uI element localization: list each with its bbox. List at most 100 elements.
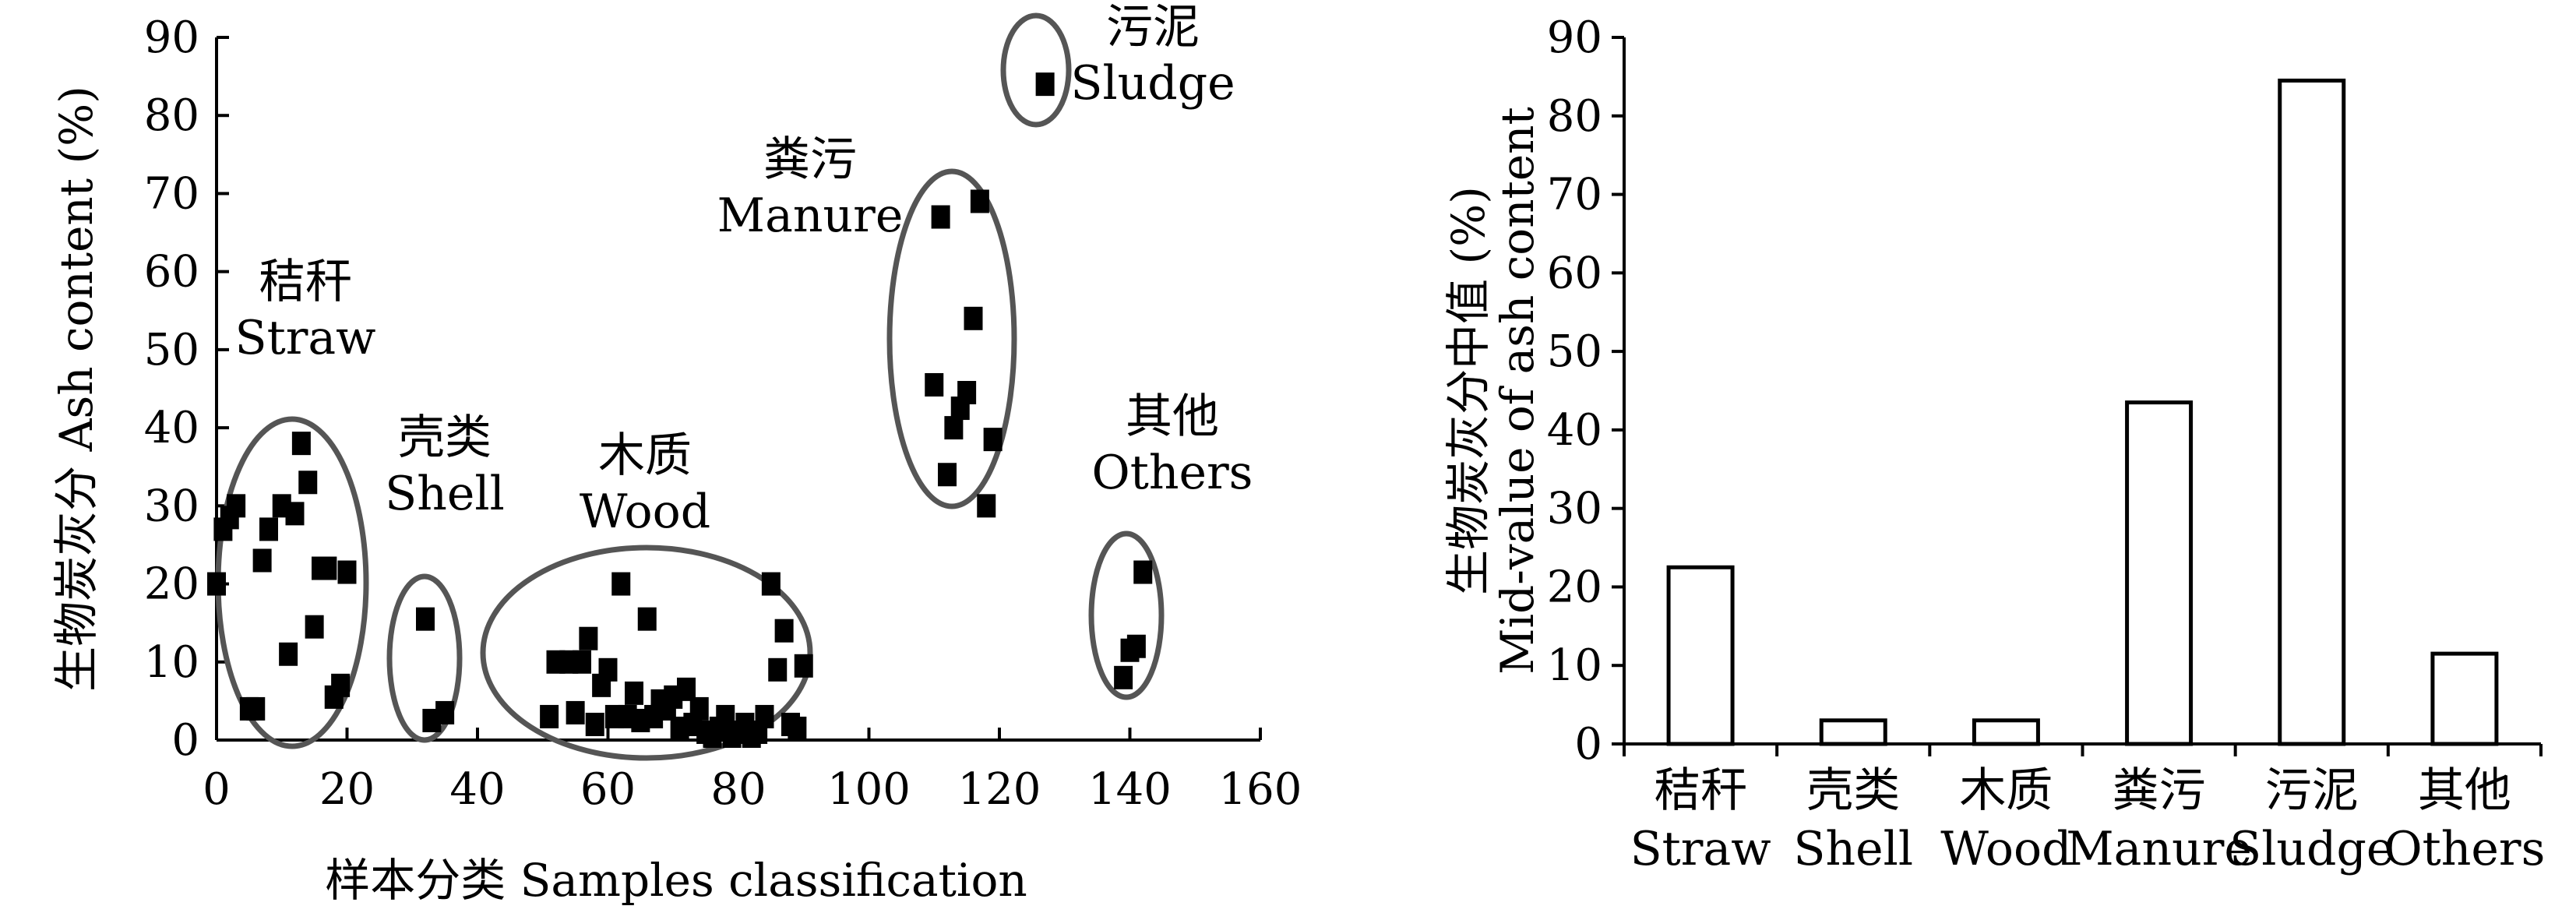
data-point-others [1126, 634, 1146, 658]
scatter-y-tick-label: 70 [144, 168, 199, 219]
group-ellipse-shell [386, 573, 463, 743]
bar-category-label-en-sludge: Sludge [2229, 822, 2394, 876]
data-point-straw [207, 572, 226, 596]
bar-wood [1972, 718, 2040, 746]
data-point-wood [579, 626, 598, 650]
scatter-y-tick-label: 60 [144, 247, 199, 298]
group-ellipse-others [1088, 530, 1165, 700]
bar-y-tick-label: 50 [1547, 326, 1602, 377]
data-point-wood [625, 681, 643, 705]
data-point-wood [566, 700, 585, 724]
group-label-cn-wood: 木质 [598, 428, 692, 483]
scatter-y-tick-label: 80 [144, 90, 199, 141]
bar-y-tick-label: 80 [1547, 91, 1602, 142]
bar-y-tick-label: 70 [1547, 170, 1602, 220]
bar-category-label-en-straw: Straw [1630, 822, 1771, 876]
bar-y-tick-label: 20 [1547, 562, 1602, 612]
data-point-wood [677, 677, 696, 701]
data-point-manure [944, 416, 964, 440]
data-point-wood [637, 607, 657, 631]
data-point-manure [983, 428, 1003, 452]
data-point-wood [761, 572, 781, 596]
data-point-wood [598, 657, 618, 682]
bar-category-label-cn-others: 其他 [2418, 763, 2511, 818]
data-point-wood [689, 696, 709, 721]
data-point-straw [252, 548, 272, 573]
data-point-wood [540, 704, 559, 728]
bar-category-label-en-manure: Manure [2066, 822, 2252, 876]
data-point-wood [788, 716, 807, 740]
bar-category-label-cn-shell: 壳类 [1806, 763, 1900, 818]
bar-sludge [2278, 78, 2346, 746]
bar-y-tick-label: 0 [1574, 719, 1602, 770]
data-point-manure [931, 205, 950, 229]
scatter-y-tick-label: 20 [144, 559, 199, 610]
scatter-x-axis-label: 样本分类 Samples classification [325, 854, 1027, 907]
scatter-y-tick-label: 0 [171, 715, 199, 766]
group-label-en-sludge: Sludge [1070, 56, 1235, 111]
group-label-cn-sludge: 污泥 [1106, 0, 1200, 55]
data-point-wood [585, 712, 604, 736]
data-point-wood [774, 619, 794, 643]
data-point-wood [573, 650, 591, 674]
data-point-wood [611, 572, 631, 596]
data-point-straw [305, 615, 324, 639]
bar-category-label-cn-sludge: 污泥 [2265, 763, 2359, 818]
data-point-others [1114, 665, 1133, 689]
data-point-straw [227, 494, 246, 518]
bar-shell [1819, 718, 1887, 746]
scatter-y-tick-label: 10 [144, 637, 199, 688]
data-point-manure [925, 372, 944, 397]
scatter-x-tick-label: 0 [203, 764, 231, 815]
bar-category-label-en-shell: Shell [1793, 822, 1913, 876]
group-label-cn-manure: 粪污 [763, 132, 857, 187]
data-point-manure [964, 306, 983, 330]
bar-y-tick-label: 60 [1547, 248, 1602, 298]
data-point-manure [970, 189, 989, 213]
bar-y-axis-label-cn: 生物炭灰分中值 (%) [1442, 186, 1495, 595]
data-point-manure [957, 381, 977, 405]
scatter-x-tick-label: 80 [710, 764, 766, 815]
bar-y-tick-label: 40 [1547, 405, 1602, 456]
data-point-wood [755, 704, 774, 728]
bar-y-tick-label: 10 [1547, 640, 1602, 691]
bar-category-label-cn-manure: 粪污 [2113, 763, 2206, 818]
data-point-shell [416, 607, 435, 631]
data-point-straw [331, 673, 351, 697]
bar-category-label-cn-straw: 秸秆 [1654, 763, 1747, 818]
data-point-manure [938, 463, 957, 487]
group-label-en-wood: Wood [580, 485, 710, 539]
scatter-x-tick-label: 20 [319, 764, 375, 815]
group-ellipse-sludge [1000, 12, 1072, 128]
data-point-others [1133, 560, 1153, 584]
scatter-x-tick-label: 140 [1088, 764, 1172, 815]
data-point-straw [285, 502, 305, 526]
scatter-x-tick-label: 160 [1219, 764, 1302, 815]
scatter-y-tick-label: 90 [144, 12, 199, 63]
bar-others [2430, 651, 2499, 746]
bar-y-tick-label: 90 [1547, 12, 1602, 63]
scatter-x-tick-label: 60 [580, 764, 636, 815]
bar-straw [1666, 565, 1735, 746]
group-label-cn-shell: 壳类 [398, 411, 492, 465]
group-label-en-manure: Manure [717, 189, 904, 243]
bar-y-axis-label-en: Mid-value of ash content [1491, 107, 1544, 675]
group-label-en-others: Others [1092, 446, 1253, 500]
data-point-wood [768, 657, 788, 682]
data-point-straw [298, 471, 318, 495]
bar-category-label-en-others: Others [2384, 822, 2545, 876]
group-label-en-straw: Straw [234, 311, 375, 365]
scatter-y-tick-label: 50 [144, 325, 199, 375]
data-point-straw [291, 432, 311, 456]
scatter-x-tick-label: 40 [449, 764, 505, 815]
data-point-straw [259, 517, 278, 541]
data-point-wood [794, 654, 813, 678]
scatter-y-tick-label: 30 [144, 481, 199, 531]
bar-y-tick-label: 30 [1547, 484, 1602, 534]
bar-manure [2125, 400, 2194, 746]
data-point-manure [977, 494, 996, 518]
scatter-x-tick-label: 100 [827, 764, 911, 815]
scatter-y-axis-label: 生物炭灰分 Ash content (%) [50, 86, 103, 692]
data-point-straw [246, 696, 266, 721]
